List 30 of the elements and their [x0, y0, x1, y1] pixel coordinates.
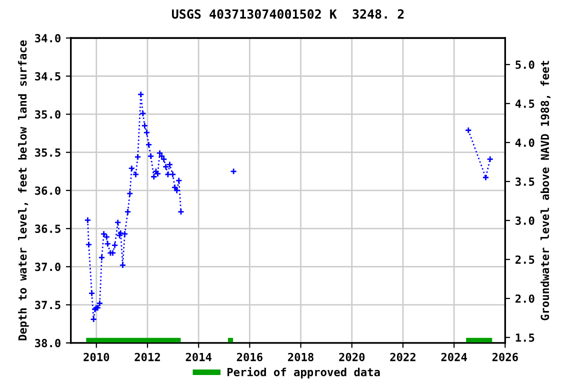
x-tick-label: 2012 [134, 352, 160, 362]
y2-tick-label: 1.5 [516, 334, 534, 342]
x-tick-label: 2026 [492, 352, 518, 362]
y-tick-label: 35.0 [35, 110, 60, 119]
x-tick-label: 2010 [84, 352, 110, 362]
x-tick-label: 2016 [236, 352, 262, 362]
y2-tick-label: 5.0 [516, 60, 534, 69]
y2-tick-label: 3.5 [516, 177, 534, 186]
x-tick-label: 2022 [390, 352, 416, 362]
y-tick-label: 34.0 [35, 34, 60, 42]
y-tick-label: 35.5 [35, 148, 60, 157]
y-tick-label: 34.5 [35, 72, 60, 81]
y-tick-label: 37.5 [35, 300, 60, 310]
y2-tick-label: 2.5 [515, 255, 534, 264]
y2-tick-label: 4.0 [515, 138, 534, 147]
y-axis-title: Depth to water level, feet below land surface [18, 40, 29, 340]
y-tick-label: 36.0 [35, 186, 60, 195]
y-tick-label: 38.0 [35, 338, 60, 348]
y-tick-label: 36.5 [35, 224, 60, 233]
y-tick-label: 37.0 [35, 262, 60, 272]
chart-title: USGS 403713074001502 K 3248. 2 [172, 9, 404, 19]
y2-axis-title: Groundwater level above NAVD 1988, feet [540, 60, 550, 320]
legend-label: Period of approved data [228, 367, 380, 378]
x-tick-label: 2014 [186, 352, 212, 362]
x-tick-label: 2018 [288, 352, 314, 362]
y2-tick-label: 4.5 [515, 100, 534, 108]
x-tick-label: 2024 [441, 352, 467, 362]
y2-tick-label: 3.0 [516, 216, 534, 225]
y2-tick-label: 2.0 [515, 294, 534, 303]
x-tick-label: 2020 [339, 352, 365, 362]
